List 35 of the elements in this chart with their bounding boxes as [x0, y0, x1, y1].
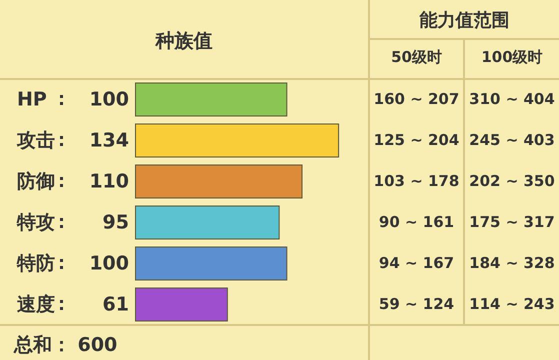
data-label: 100	[89, 88, 129, 110]
text: 50级时	[390, 48, 443, 67]
data-label: 100	[89, 252, 129, 274]
y-tick-label: 速度	[17, 294, 55, 316]
data-label: 95	[102, 212, 129, 234]
text: 160 ~ 207	[372, 90, 460, 108]
data-label: 110	[89, 170, 129, 192]
bar	[135, 82, 288, 116]
y-tick-label: 防御	[17, 170, 55, 192]
text: 202 ~ 350	[468, 172, 556, 190]
bar	[135, 288, 228, 322]
text: 94 ~ 167	[378, 254, 456, 272]
chart-title: 种族值	[154, 29, 214, 54]
text: 310 ~ 404	[468, 90, 556, 108]
text: 总和： 600	[14, 333, 118, 358]
text: 100级时	[480, 48, 544, 67]
text: 114 ~ 243	[468, 295, 556, 313]
bar	[135, 246, 288, 280]
bar	[135, 206, 280, 240]
bar	[135, 164, 303, 198]
y-tick-label: 特防	[16, 252, 55, 274]
bar	[135, 124, 340, 158]
text: 245 ~ 403	[468, 131, 556, 149]
text: 175 ~ 317	[468, 213, 556, 231]
text: 能力值范围	[418, 9, 510, 32]
text: 59 ~ 124	[378, 295, 456, 313]
data-label: 134	[89, 130, 129, 152]
text: 184 ~ 328	[468, 254, 556, 272]
data-label: 61	[102, 294, 129, 316]
text: 125 ~ 204	[372, 131, 460, 149]
y-tick-label: HP	[17, 88, 47, 110]
y-tick-label: 攻击	[16, 130, 55, 152]
y-tick-label: 特攻	[16, 212, 55, 234]
text: 103 ~ 178	[372, 172, 460, 190]
text: 90 ~ 161	[378, 213, 456, 231]
